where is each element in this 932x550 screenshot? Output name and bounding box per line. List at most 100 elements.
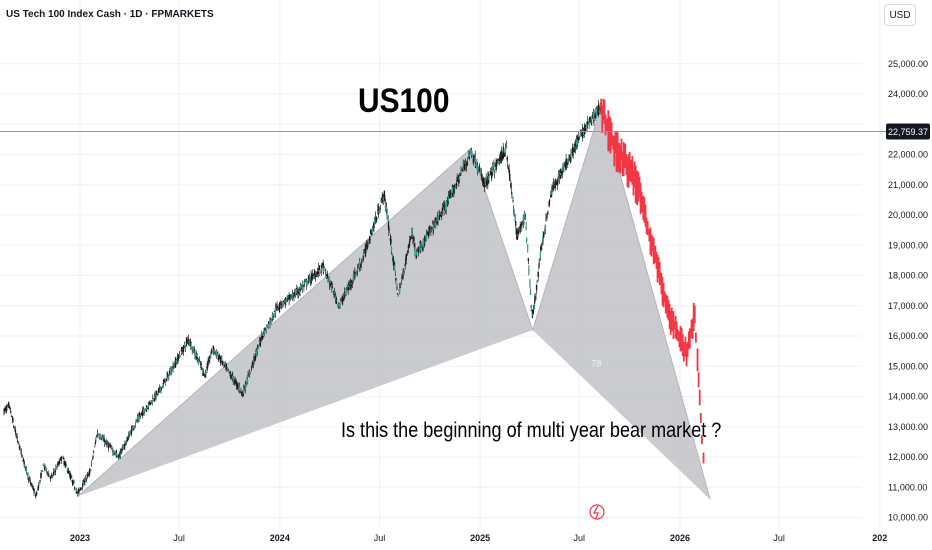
candle-body	[502, 148, 504, 153]
candle-body	[460, 169, 462, 174]
candle-body	[482, 178, 485, 184]
candle-body	[438, 213, 441, 215]
candle-body	[402, 269, 405, 276]
candle-body	[22, 460, 24, 462]
candle-body	[365, 243, 368, 246]
candle-body	[357, 265, 360, 267]
candle-body	[540, 246, 543, 250]
candle-body	[475, 164, 477, 167]
candle-body	[262, 336, 264, 338]
candle-body	[312, 274, 314, 276]
candle-body	[148, 401, 150, 404]
candle-body	[392, 260, 395, 266]
candle-body	[284, 301, 286, 305]
candle-body	[591, 117, 593, 120]
candle-body	[336, 300, 338, 302]
candle-body	[337, 304, 339, 306]
candle-body	[25, 466, 27, 468]
candle-body	[456, 176, 458, 181]
candle-body	[112, 450, 114, 454]
candle-body	[158, 389, 160, 392]
candle-body	[341, 300, 343, 303]
candle-body	[472, 159, 475, 162]
candle-body	[245, 384, 247, 386]
candle-body	[215, 350, 218, 357]
candle-body	[538, 265, 540, 267]
candle-body	[523, 213, 526, 218]
candle-body	[182, 345, 185, 352]
candle-body	[556, 182, 559, 185]
candle-body	[514, 215, 516, 222]
currency-button[interactable]: USD	[884, 4, 916, 26]
y-tick-label: 21,000.00	[888, 180, 928, 190]
candle-body	[490, 171, 493, 179]
candle-body	[399, 288, 401, 294]
candle-body	[179, 356, 181, 358]
candle-body	[56, 463, 59, 465]
candle-body	[6, 405, 8, 406]
candle-body	[139, 415, 141, 417]
candle-body	[138, 415, 140, 420]
candle-body	[135, 420, 137, 422]
candle-body	[503, 152, 505, 157]
candle-body	[381, 196, 383, 203]
candle-body	[598, 109, 601, 113]
candle-body	[523, 216, 525, 220]
candle-body	[13, 426, 15, 428]
candle-body	[175, 361, 177, 366]
candle-body	[42, 464, 45, 466]
candle-body	[443, 207, 445, 213]
candle-body	[118, 453, 121, 456]
candle-body	[432, 225, 435, 230]
candle-body	[141, 410, 144, 416]
candle-body	[36, 492, 38, 495]
candle-body	[360, 263, 362, 268]
candle-body	[434, 219, 436, 221]
candle-body	[553, 183, 555, 188]
candle-body	[278, 304, 280, 309]
pattern-ratio-label: 0.51	[185, 367, 203, 377]
candle-body	[365, 249, 367, 254]
candle-body	[30, 482, 32, 485]
candle-body	[572, 153, 574, 155]
candle-body	[82, 482, 84, 487]
candle-body	[50, 475, 53, 476]
candle-body	[10, 411, 12, 413]
y-tick-label: 19,000.00	[888, 240, 928, 250]
candle-body	[458, 176, 461, 180]
y-tick-label: 25,000.00	[888, 59, 928, 69]
candle-body	[548, 201, 550, 207]
current-price-tag	[886, 123, 930, 140]
candle-body	[501, 154, 504, 159]
candle-body	[96, 435, 98, 438]
candle-body	[527, 246, 529, 248]
candle-body	[38, 482, 40, 486]
candle-body	[86, 475, 88, 477]
candle-body	[153, 399, 156, 401]
candle-body	[276, 305, 278, 308]
candle-body	[199, 363, 202, 365]
candle-body	[415, 257, 417, 259]
candle-body	[211, 351, 213, 353]
candle-body	[588, 121, 590, 125]
candle-body	[111, 446, 113, 448]
candle-body	[411, 229, 413, 232]
candle-body	[151, 402, 153, 404]
candle-body	[40, 472, 42, 478]
candle-body	[261, 335, 263, 340]
candle-body	[129, 432, 131, 434]
candle-body	[48, 473, 50, 475]
candle-body	[565, 162, 568, 165]
candle-body	[39, 480, 41, 482]
candle-body	[229, 374, 232, 378]
candle-body	[545, 217, 547, 219]
candle-body	[75, 491, 77, 493]
candle-body	[515, 229, 518, 235]
candle-body	[557, 179, 559, 183]
candle-body	[55, 467, 57, 469]
candle-body	[234, 380, 236, 385]
candle-body	[99, 434, 101, 439]
candle-body	[570, 150, 572, 158]
candle-body	[25, 468, 28, 473]
